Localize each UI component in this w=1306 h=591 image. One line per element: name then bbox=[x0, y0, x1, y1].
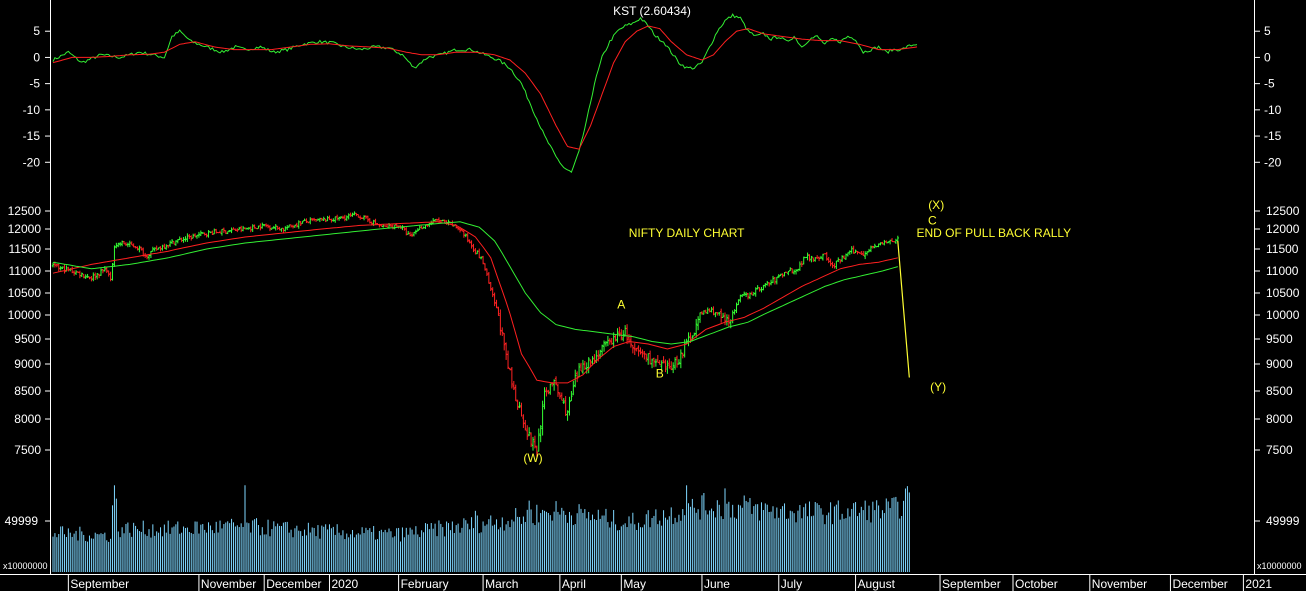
projection-line bbox=[897, 240, 910, 378]
month-label: June bbox=[704, 577, 730, 591]
wave-annotation: B bbox=[656, 367, 664, 381]
wave-annotation: NIFTY DAILY CHART bbox=[629, 226, 745, 240]
price-left-tick-label: 11500 bbox=[9, 242, 42, 256]
month-label: March bbox=[485, 577, 518, 591]
price-panel: 12500 12500 12000 12000 11500 11500 11000 11000… bbox=[8, 198, 1300, 465]
price-right-tick-label: 11000 bbox=[1266, 264, 1299, 278]
month-label: November bbox=[201, 577, 256, 591]
month-label: December bbox=[266, 577, 321, 591]
price-left-tick-label: 8500 bbox=[14, 384, 41, 398]
kst-right-tick-label: 5 bbox=[1264, 24, 1271, 38]
month-label: August bbox=[858, 577, 896, 591]
wave-annotation: (X) bbox=[928, 198, 944, 212]
month-label: July bbox=[781, 577, 802, 591]
price-left-tick-label: 10500 bbox=[8, 286, 42, 300]
kst-left-tick-label: -10 bbox=[23, 103, 41, 117]
price-right-tick-label: 12000 bbox=[1266, 222, 1300, 236]
moving-average-slow bbox=[52, 221, 898, 345]
price-right-tick-label: 12500 bbox=[1266, 204, 1300, 218]
month-label: May bbox=[623, 577, 646, 591]
price-left-tick-label: 10000 bbox=[8, 308, 42, 322]
kst-panel: 5 5 0 0 -5 -5 -10 -10 -15 -15 -20 -20 bbox=[23, 13, 1282, 174]
price-right-tick-label: 7500 bbox=[1266, 443, 1293, 457]
price-right-tick-label: 11500 bbox=[1266, 242, 1299, 256]
price-left-tick-label: 9000 bbox=[14, 357, 41, 371]
price-right-tick-label: 10000 bbox=[1266, 308, 1300, 322]
kst-left-tick-label: -5 bbox=[29, 77, 40, 91]
month-label: November bbox=[1092, 577, 1147, 591]
kst-left-tick-label: 5 bbox=[33, 24, 40, 38]
month-label: December bbox=[1172, 577, 1227, 591]
wave-annotation: C bbox=[928, 214, 937, 228]
kst-right-tick-label: -20 bbox=[1264, 155, 1282, 169]
price-left-tick-label: 9500 bbox=[14, 332, 41, 346]
kst-right-tick-label: -5 bbox=[1264, 77, 1275, 91]
x-axis: September November December 2020 February Mar… bbox=[67, 575, 1272, 591]
month-label: February bbox=[401, 577, 449, 591]
kst-signal-line bbox=[52, 25, 918, 150]
right-volume-unit: x10000000 bbox=[1257, 561, 1302, 571]
kst-title: KST (2.60434) bbox=[613, 4, 691, 18]
kst-line bbox=[52, 13, 918, 174]
volume-right-tick-label: 49999 bbox=[1266, 514, 1300, 528]
month-label: 2020 bbox=[331, 577, 358, 591]
volume-left-tick-label: 49999 bbox=[5, 514, 39, 528]
moving-average-fast bbox=[52, 221, 898, 384]
price-left-tick-label: 12500 bbox=[8, 204, 42, 218]
price-left-tick-label: 7500 bbox=[14, 443, 41, 457]
month-label: September bbox=[942, 577, 1001, 591]
kst-right-tick-label: -15 bbox=[1264, 129, 1282, 143]
price-left-tick-label: 12000 bbox=[8, 222, 42, 236]
month-label: September bbox=[70, 577, 129, 591]
kst-left-tick-label: -20 bbox=[23, 155, 41, 169]
volume-panel: 49999 49999 bbox=[5, 485, 1300, 572]
price-left-tick-label: 8000 bbox=[14, 412, 41, 426]
kst-right-tick-label: 0 bbox=[1264, 50, 1271, 64]
price-right-tick-label: 8000 bbox=[1266, 412, 1293, 426]
month-label: 2021 bbox=[1245, 577, 1272, 591]
wave-annotation: END OF PULL BACK RALLY bbox=[916, 226, 1071, 240]
month-label: April bbox=[562, 577, 586, 591]
month-label: October bbox=[1015, 577, 1058, 591]
wave-annotation: (W) bbox=[523, 451, 542, 465]
kst-right-tick-label: -10 bbox=[1264, 103, 1282, 117]
left-volume-unit: x10000000 bbox=[3, 561, 48, 571]
price-right-tick-label: 9000 bbox=[1266, 357, 1293, 371]
price-right-tick-label: 10500 bbox=[1266, 286, 1300, 300]
wave-annotation: A bbox=[617, 297, 625, 311]
price-right-tick-label: 8500 bbox=[1266, 384, 1293, 398]
price-left-tick-label: 11000 bbox=[9, 264, 42, 278]
kst-left-tick-label: -15 bbox=[23, 129, 41, 143]
price-right-tick-label: 9500 bbox=[1266, 332, 1293, 346]
kst-left-tick-label: 0 bbox=[33, 50, 40, 64]
wave-annotation: (Y) bbox=[930, 380, 946, 394]
